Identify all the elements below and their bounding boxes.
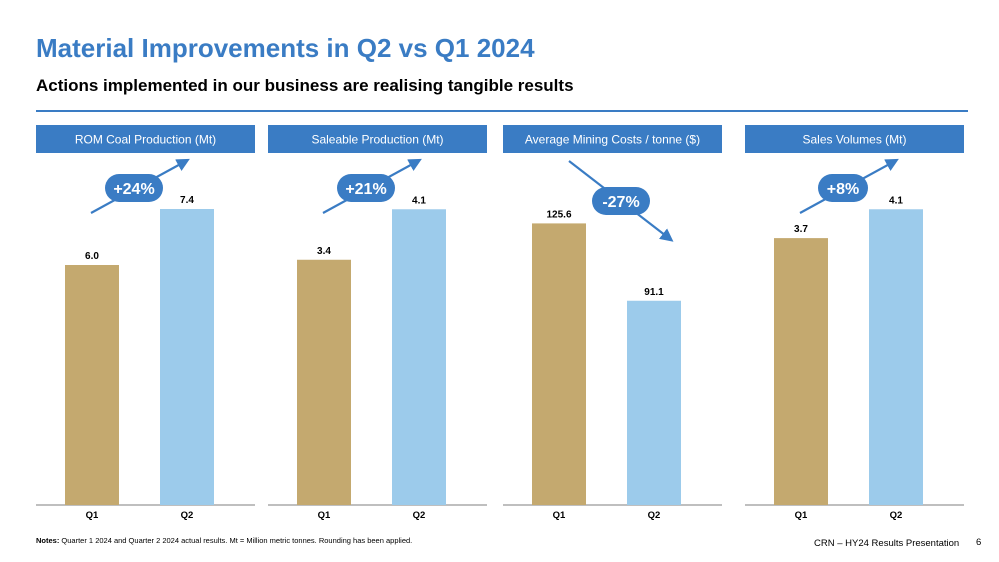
page-subtitle: Actions implemented in our business are …: [36, 76, 574, 95]
chart-title-1: ROM Coal Production (Mt): [75, 133, 216, 147]
chart-header-3: [503, 125, 722, 153]
change-badge-4: [818, 174, 868, 202]
bar-q1-chart-1: [65, 265, 119, 505]
data-label-q2-chart-3: 91.1: [644, 287, 664, 298]
tick-label-q1-chart-2: Q1: [318, 510, 331, 521]
tick-label-q2-chart-4: Q2: [890, 510, 903, 521]
tick-label-q1-chart-4: Q1: [795, 510, 808, 521]
data-label-q1-chart-2: 3.4: [317, 246, 331, 257]
bar-q2-chart-1: [160, 209, 214, 505]
bar-q1-chart-4: [774, 238, 828, 506]
data-label-q1-chart-1: 6.0: [85, 251, 99, 262]
change-label-3: -27%: [602, 194, 639, 211]
bar-q1-chart-2: [297, 259, 351, 505]
chart-title-4: Sales Volumes (Mt): [802, 133, 906, 147]
change-badge-3: [592, 187, 650, 215]
chart-title-3: Average Mining Costs / tonne ($): [525, 133, 700, 147]
chart-header-2: [268, 125, 487, 153]
notes-text: Quarter 1 2024 and Quarter 2 2024 actual…: [59, 536, 413, 545]
tick-label-q2-chart-1: Q2: [181, 510, 194, 521]
data-label-q2-chart-1: 7.4: [180, 195, 194, 206]
chart-header-4: [745, 125, 964, 153]
data-label-q2-chart-4: 4.1: [889, 195, 903, 206]
bar-q2-chart-2: [392, 209, 446, 505]
chart-title-2: Saleable Production (Mt): [311, 133, 443, 147]
data-label-q2-chart-2: 4.1: [412, 195, 426, 206]
footer-presentation: CRN – HY24 Results Presentation: [814, 538, 960, 549]
change-label-1: +24%: [113, 181, 154, 198]
notes: Notes: Quarter 1 2024 and Quarter 2 2024…: [36, 536, 412, 545]
data-label-q1-chart-3: 125.6: [546, 209, 571, 220]
bar-q2-chart-3: [627, 300, 681, 505]
header-divider: [36, 110, 968, 112]
change-label-2: +21%: [345, 181, 386, 198]
notes-label: Notes:: [36, 536, 60, 545]
bar-q2-chart-4: [869, 209, 923, 505]
change-label-4: +8%: [827, 181, 859, 198]
tick-label-q1-chart-1: Q1: [86, 510, 99, 521]
page-title: Material Improvements in Q2 vs Q1 2024: [36, 33, 535, 63]
chart-header-1: [36, 125, 255, 153]
data-label-q1-chart-4: 3.7: [794, 224, 808, 235]
tick-label-q2-chart-3: Q2: [648, 510, 661, 521]
page-number: 6: [976, 537, 982, 548]
tick-label-q2-chart-2: Q2: [413, 510, 426, 521]
tick-label-q1-chart-3: Q1: [553, 510, 566, 521]
change-badge-2: [337, 174, 395, 202]
change-badge-1: [105, 174, 163, 202]
bar-q1-chart-3: [532, 223, 586, 505]
